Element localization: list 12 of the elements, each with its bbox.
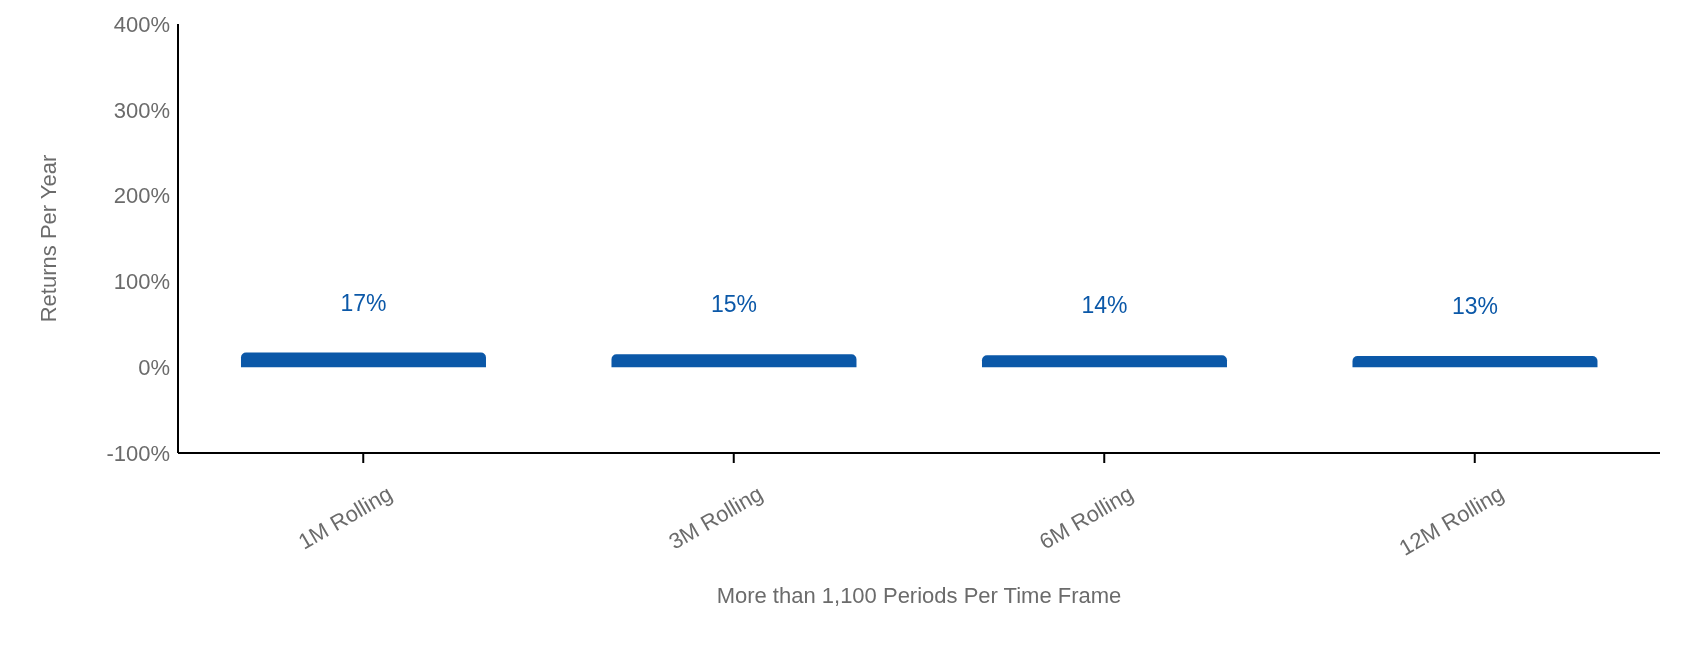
data-label: 14% bbox=[1081, 292, 1128, 319]
y-tick-label: 300% bbox=[113, 97, 170, 123]
data-label: 13% bbox=[1451, 293, 1499, 320]
y-axis-title: Returns Per Year bbox=[35, 154, 61, 323]
y-tick-label: 100% bbox=[113, 269, 170, 295]
x-axis-title: More than 1,100 Periods Per Time Frame bbox=[716, 583, 1122, 608]
y-tick-label: -100% bbox=[106, 440, 170, 466]
data-label: 17% bbox=[340, 289, 387, 316]
data-label: 15% bbox=[710, 291, 758, 318]
y-tick-label: 0% bbox=[138, 355, 170, 381]
y-tick-label: 400% bbox=[113, 11, 170, 37]
y-tick-label: 200% bbox=[113, 183, 170, 209]
